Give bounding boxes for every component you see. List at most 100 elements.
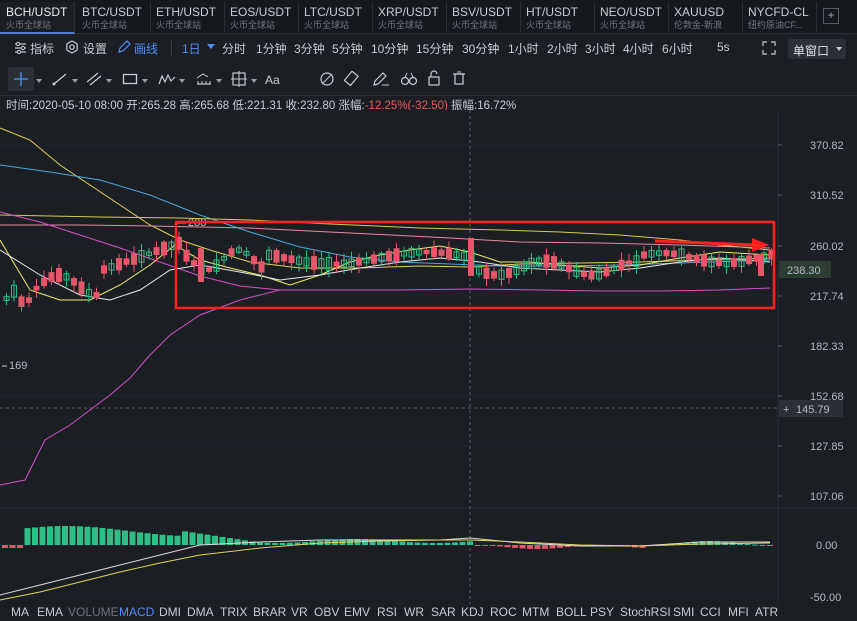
- tab-xauusd[interactable]: XAUUSD 伦敦金-新浪: [668, 2, 743, 32]
- interval-1h[interactable]: 1小时: [508, 42, 539, 56]
- indicator-atr[interactable]: ATR: [755, 605, 779, 619]
- crosshair-icon[interactable]: [13, 72, 29, 86]
- indicator-rsi[interactable]: RSI: [377, 605, 398, 619]
- interval-15m[interactable]: 15分钟: [416, 42, 454, 56]
- indicator-mtm[interactable]: MTM: [522, 605, 550, 619]
- parallel-lines-icon[interactable]: [86, 72, 102, 86]
- measure-icon[interactable]: [231, 71, 247, 87]
- indicator-macd[interactable]: MACD: [119, 605, 155, 619]
- interval-1m[interactable]: 1分钟: [256, 42, 287, 56]
- tab-neousdt[interactable]: NEO/USDT 火币全球站: [594, 2, 669, 32]
- indicator-smi[interactable]: SMI: [673, 605, 695, 619]
- macd-bar: [99, 527, 106, 545]
- candle-up: [168, 241, 175, 251]
- macd-bar: [677, 543, 683, 545]
- eraser-icon[interactable]: [344, 71, 360, 87]
- window-mode-select[interactable]: 单窗口: [788, 39, 846, 59]
- rectangle-icon[interactable]: [122, 72, 138, 86]
- settings-button[interactable]: 设置: [83, 42, 108, 56]
- price-chart[interactable]: 370.82310.52260.02217.74182.33152.68127.…: [0, 110, 857, 621]
- trend-line-icon[interactable]: [52, 72, 68, 86]
- indicator-vr[interactable]: VR: [291, 605, 308, 619]
- indicator-wr[interactable]: WR: [404, 605, 424, 619]
- magnet-icon[interactable]: [319, 71, 335, 87]
- candle-down: [701, 254, 707, 267]
- indicator-trix[interactable]: TRIX: [220, 605, 248, 619]
- tab-exchange: 火币全球站: [304, 20, 350, 30]
- candle-up: [513, 264, 520, 276]
- indicator-emv[interactable]: EMV: [344, 605, 371, 619]
- indicator-ema[interactable]: EMA: [37, 605, 64, 619]
- interval-6h[interactable]: 6小时: [662, 42, 693, 56]
- interval-4h[interactable]: 4小时: [623, 42, 654, 56]
- indicator-dma[interactable]: DMA: [187, 605, 214, 619]
- interval-timeshare[interactable]: 分时: [222, 42, 247, 56]
- indicator-ma[interactable]: MA: [11, 605, 29, 619]
- indicator-psy[interactable]: PSY: [590, 605, 615, 619]
- candle-down: [273, 249, 280, 263]
- indicator-stochrsi[interactable]: StochRSI: [620, 605, 671, 619]
- chevron-down-icon[interactable]: [142, 79, 148, 83]
- tab-ltcusdt[interactable]: LTC/USDT 火币全球站: [298, 2, 373, 32]
- macd-bar: [287, 542, 293, 545]
- tab-bchusdt[interactable]: BCH/USDT 火币全球站: [0, 2, 75, 34]
- candle-down: [686, 254, 692, 260]
- tab-htusdt[interactable]: HT/USDT 火币全球站: [520, 2, 595, 32]
- indicator-obv[interactable]: OBV: [314, 605, 340, 619]
- indicator-cci[interactable]: CCI: [700, 605, 721, 619]
- ruler-icon[interactable]: [196, 72, 212, 86]
- fullscreen-icon[interactable]: [762, 41, 776, 55]
- text-icon[interactable]: Aa: [265, 72, 283, 86]
- chevron-down-icon[interactable]: [72, 79, 78, 83]
- interval-5m[interactable]: 5分钟: [332, 42, 363, 56]
- visibility-icon[interactable]: [400, 71, 418, 87]
- indicator-button[interactable]: 指标: [30, 42, 55, 56]
- indicator-dmi[interactable]: DMI: [159, 605, 181, 619]
- tab-btcusdt[interactable]: BTC/USDT 火币全球站: [76, 2, 151, 32]
- chevron-down-icon[interactable]: [216, 79, 222, 83]
- interval-1d[interactable]: 1日: [182, 42, 201, 56]
- indicator-roc[interactable]: ROC: [490, 605, 517, 619]
- tab-ethusdt[interactable]: ETH/USDT 火币全球站: [150, 2, 225, 32]
- lock-icon[interactable]: [427, 70, 441, 86]
- tab-bsvusdt[interactable]: BSV/USDT 火币全球站: [446, 2, 521, 32]
- tab-nycfdcl[interactable]: NYCFD-CL 纽约原油CF...: [742, 2, 817, 32]
- chevron-down-icon[interactable]: [207, 44, 215, 49]
- indicator-boll[interactable]: BOLL: [556, 605, 587, 619]
- info-high: 高:265.68: [179, 100, 230, 112]
- candle-up: [408, 247, 415, 258]
- indicator-mfi[interactable]: MFI: [728, 605, 749, 619]
- refresh-interval[interactable]: 5s: [717, 40, 730, 54]
- indicator-sar[interactable]: SAR: [431, 605, 456, 619]
- drawing-toolbar: Aa: [0, 62, 857, 96]
- interval-10m[interactable]: 10分钟: [371, 42, 409, 56]
- boll-mid-line: [0, 224, 771, 249]
- macd-bar: [714, 541, 721, 545]
- macd-bar: [122, 530, 128, 545]
- indicator-kdj[interactable]: KDJ: [461, 605, 484, 619]
- chevron-down-icon[interactable]: [179, 79, 185, 83]
- add-tab-button[interactable]: +: [823, 8, 839, 24]
- macd-bar: [114, 529, 121, 545]
- interval-3m[interactable]: 3分钟: [294, 42, 325, 56]
- macd-bar: [392, 540, 398, 545]
- crosshair-price-badge: [779, 400, 843, 417]
- macd-bar: [482, 545, 488, 546]
- chevron-down-icon[interactable]: [106, 79, 112, 83]
- tab-exchange: 火币全球站: [378, 20, 424, 30]
- draw-mode-icon[interactable]: [372, 71, 390, 87]
- tab-eosusdt[interactable]: EOS/USDT 火币全球站: [224, 2, 299, 32]
- interval-30m[interactable]: 30分钟: [462, 42, 500, 56]
- interval-3h[interactable]: 3小时: [585, 42, 616, 56]
- indicator-brar[interactable]: BRAR: [253, 605, 287, 619]
- indicator-volume[interactable]: VOLUME: [68, 605, 119, 619]
- trash-icon[interactable]: [452, 70, 466, 86]
- draw-button[interactable]: 画线: [134, 42, 159, 56]
- tab-xrpusdt[interactable]: XRP/USDT 火币全球站: [372, 2, 447, 32]
- info-change-label: 涨幅:: [338, 100, 365, 112]
- crosshair-add-icon[interactable]: +: [783, 404, 789, 416]
- chevron-down-icon[interactable]: [36, 79, 42, 83]
- interval-2h[interactable]: 2小时: [547, 42, 578, 56]
- chevron-down-icon[interactable]: [251, 79, 257, 83]
- wave-pattern-icon[interactable]: [158, 72, 176, 86]
